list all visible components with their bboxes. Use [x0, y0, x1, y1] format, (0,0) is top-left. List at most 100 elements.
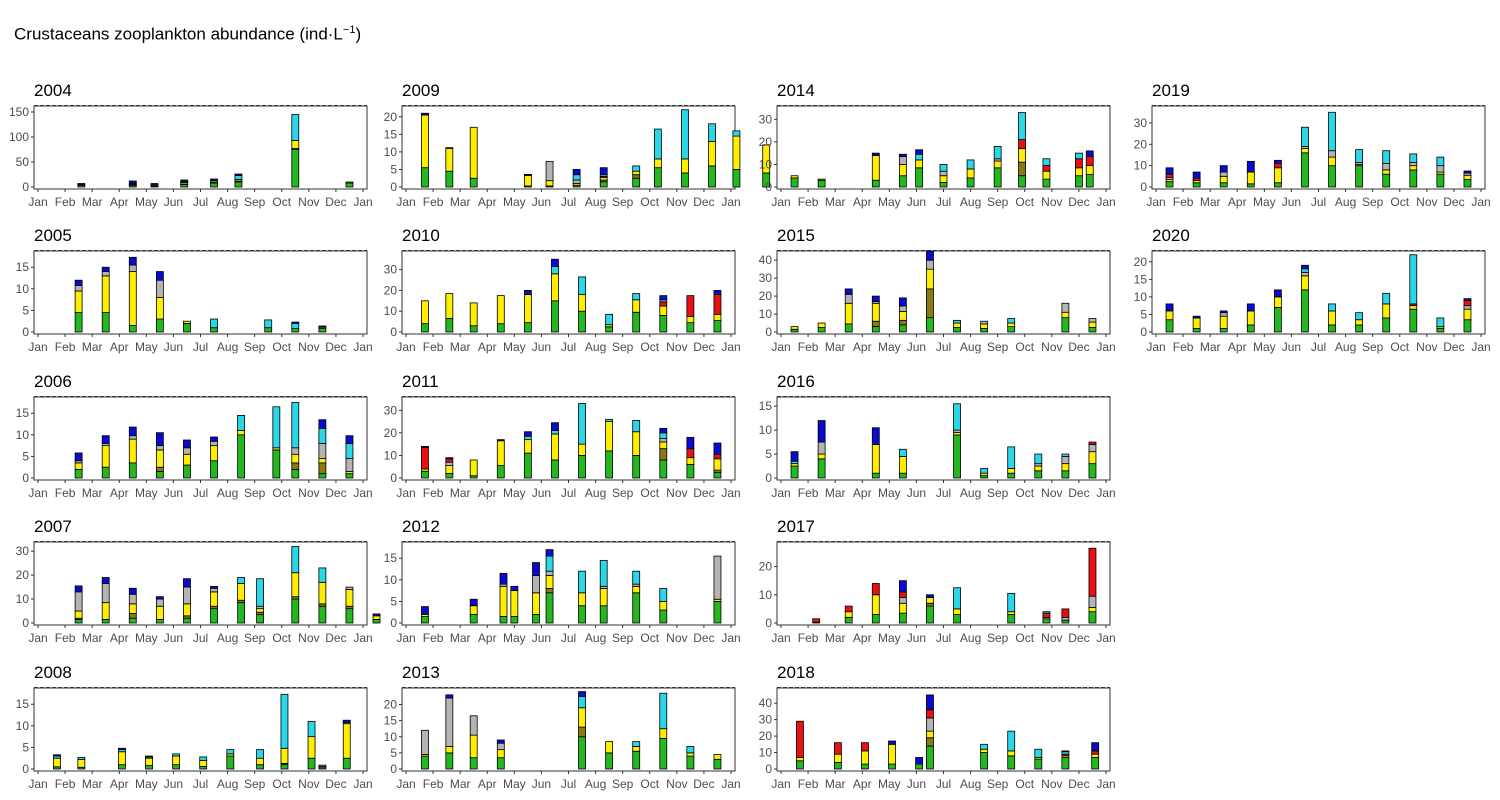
facet-title: 2007: [34, 517, 72, 536]
bar-segment-yellow: [523, 294, 532, 324]
facet-panel-2018: 2018 0 10 20 30 40 Jan Feb Mar Apr May Jun Jul Aug Sep…: [743, 652, 1116, 797]
x-tick-label: Jun: [907, 631, 926, 645]
bar-segment-green: [605, 752, 614, 770]
bar-stack: [1061, 302, 1070, 333]
bar-segment-grey: [155, 598, 164, 607]
bar-segment-yellow: [915, 159, 924, 169]
bar-segment-cyan: [172, 753, 181, 757]
plot-frame: [33, 250, 368, 335]
bar-stack: [345, 435, 354, 479]
bar-stack: [1328, 111, 1336, 188]
bar-segment-cyan: [653, 128, 662, 160]
bar-segment-cyan: [578, 696, 586, 709]
bar-stack: [226, 749, 235, 770]
plot-frame: [776, 687, 1111, 772]
bar-segment-cyan: [345, 443, 354, 459]
bar-segment-green: [272, 449, 281, 479]
x-tick-label: Jun: [164, 195, 183, 209]
x-tick-label: Dec: [1443, 340, 1464, 354]
bar-segment-green: [1436, 328, 1445, 333]
bar-segment-yellow: [280, 747, 289, 764]
bar-segment-cyan: [272, 406, 281, 449]
y-tick-label: 30: [384, 403, 398, 417]
x-tick-label: Jul: [936, 631, 951, 645]
bar-segment-yellow: [499, 585, 508, 617]
bar-segment-yellow: [993, 160, 1002, 169]
x-tick-label: Oct: [272, 340, 291, 354]
bar-segment-green: [510, 616, 519, 624]
x-tick-label: May: [1253, 340, 1276, 354]
x-tick-label: Nov: [298, 195, 319, 209]
bar-segment-green: [708, 165, 716, 188]
bar-segment-cyan: [1042, 611, 1051, 614]
chart-title-text: Crustaceans zooplankton abundance (ind·L: [14, 24, 343, 44]
bar-segment-yellow: [128, 271, 137, 326]
bar-segment-yellow: [1018, 148, 1026, 163]
x-tick-label: Nov: [298, 777, 319, 791]
bar-segment-yellow: [871, 444, 880, 474]
bar-stack: [833, 742, 842, 770]
bar-segment-cyan: [953, 403, 961, 431]
bar-segment-red: [713, 294, 722, 315]
bar-stack: [128, 256, 137, 333]
bar-segment-olive: [898, 319, 907, 326]
x-tick-label: Jul: [561, 486, 576, 500]
bar-segment-blue: [1246, 160, 1255, 173]
bar-segment-blue: [128, 426, 137, 437]
bar-segment-green: [1061, 757, 1070, 770]
x-tick-label: Feb: [423, 340, 444, 354]
bar-segment-cyan: [1436, 156, 1445, 167]
y-tick-label: 10: [759, 307, 773, 321]
bar-segment-yellow: [1085, 165, 1094, 175]
bar-segment-blue: [180, 179, 189, 182]
bar-segment-yellow: [1091, 753, 1100, 758]
bar-stack: [545, 160, 554, 188]
bar-segment-green: [632, 177, 641, 188]
bar-stack: [421, 729, 429, 770]
x-tick-label: Jan: [721, 195, 740, 209]
bar-stack: [74, 585, 83, 624]
bar-segment-blue: [1192, 171, 1201, 179]
bar-segment-green: [953, 434, 961, 479]
bar-segment-green: [713, 320, 722, 333]
bar-segment-grey: [898, 597, 907, 604]
x-tick-label: Mar: [450, 631, 471, 645]
y-tick-label: 0: [765, 180, 772, 194]
bar-segment-green: [183, 464, 191, 479]
bar-segment-red: [659, 301, 668, 307]
x-tick-label: Nov: [298, 631, 319, 645]
bar-segment-green: [1061, 619, 1070, 624]
bar-segment-yellow: [256, 757, 264, 766]
bar-segment-green: [469, 613, 478, 624]
bar-segment-yellow: [118, 751, 126, 766]
x-tick-label: Jan: [1471, 195, 1490, 209]
bar-segment-blue: [898, 580, 907, 593]
x-tick-label: Apr: [853, 777, 872, 791]
x-tick-label: Nov: [1041, 340, 1062, 354]
bar-segment-grey: [926, 717, 934, 732]
facet-title: 2016: [777, 372, 815, 391]
bar-segment-blue: [1301, 264, 1309, 270]
bar-stack: [686, 746, 695, 770]
y-tick-label: 0: [1140, 325, 1147, 339]
bar-segment-red: [1018, 139, 1026, 150]
bar-segment-green: [926, 317, 934, 333]
bar-segment-blue: [659, 427, 668, 434]
bar-segment-yellow: [421, 300, 429, 325]
x-tick-label: Oct: [640, 631, 659, 645]
bar-segment-blue: [926, 250, 934, 261]
plot-frame: [33, 105, 368, 190]
bar-segment-blue: [210, 585, 218, 589]
bar-segment-cyan: [572, 174, 581, 181]
x-tick-label: Jun: [532, 777, 551, 791]
bar-stack: [101, 577, 110, 624]
bar-segment-grey: [183, 447, 191, 455]
bar-stack: [659, 295, 668, 333]
bar-stack: [183, 320, 191, 333]
bar-segment-green: [732, 169, 741, 188]
bar-stack: [732, 130, 741, 188]
bar-segment-green: [871, 326, 880, 333]
facet-title: 2017: [777, 517, 815, 536]
bar-segment-blue: [421, 446, 429, 448]
bar-segment-red: [686, 448, 695, 459]
